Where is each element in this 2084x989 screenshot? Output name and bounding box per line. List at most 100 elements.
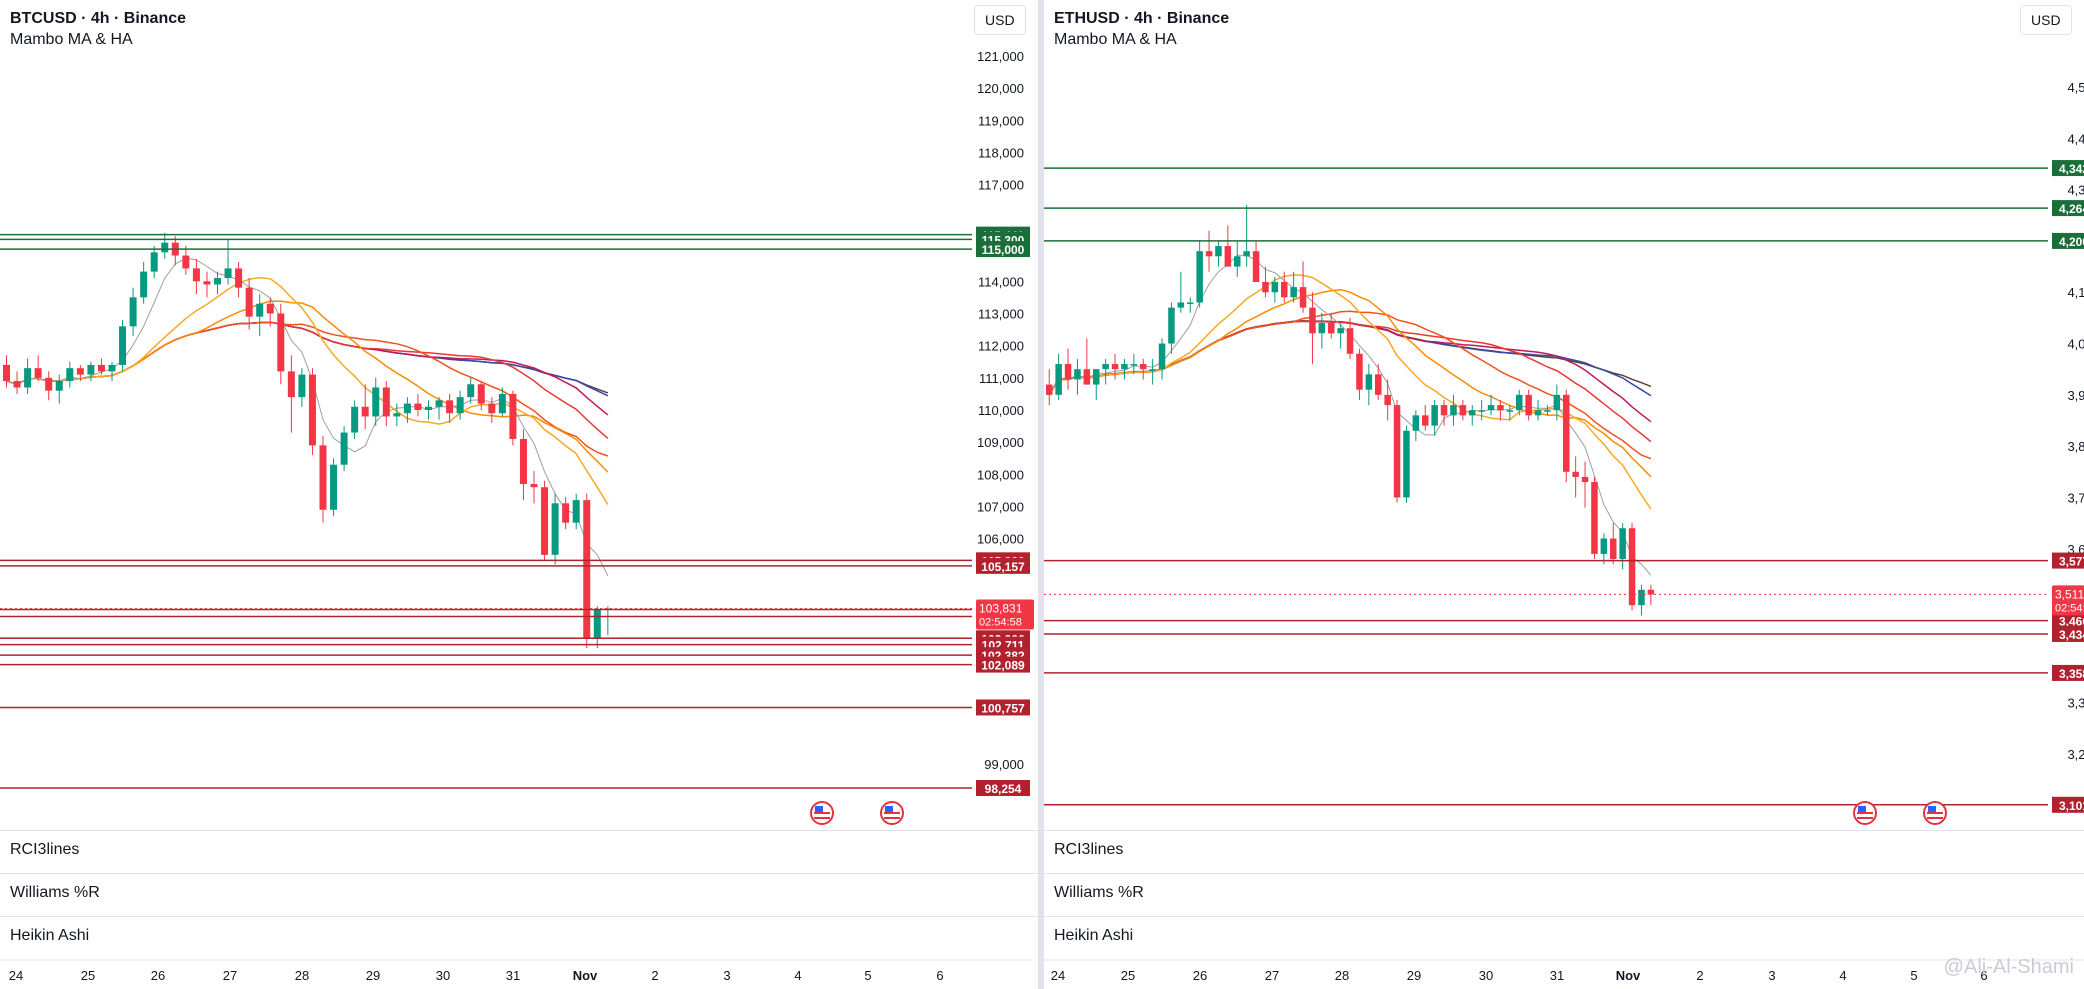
us-flag-icon[interactable] (1853, 801, 1877, 825)
subpane-williams-r[interactable]: Williams %R (0, 873, 1038, 916)
candle-body (129, 297, 137, 327)
btc-chart-pane[interactable]: 121,000 120,000 119,000 118,000 117,000 114,0… (0, 0, 1038, 989)
candle-body (97, 364, 105, 372)
candle-body (203, 281, 211, 285)
resistance-level-label: 4,200 (2059, 235, 2084, 249)
candle-body (1205, 251, 1213, 257)
eth-chart-canvas[interactable]: 4,500 4,400 4,300 4,100 4,000 3,900 3,800 3,700… (1044, 0, 2084, 989)
candle-body (1177, 302, 1185, 308)
candle-body (1111, 364, 1119, 370)
us-flag-icon[interactable] (810, 801, 834, 825)
price-tick-label: 111,000 (979, 371, 1024, 386)
candle-body (1346, 328, 1354, 354)
price-tick-label: 120,000 (977, 81, 1024, 96)
subpane-heikin-ashi[interactable]: Heikin Ashi (1044, 916, 2084, 959)
support-level-label-bg (976, 656, 1030, 673)
price-tick-label: 3,300 (2067, 696, 2084, 711)
candle-body (340, 432, 348, 465)
candle-body (1647, 589, 1655, 595)
candle-body (498, 393, 506, 414)
candle-body (1506, 410, 1514, 412)
candle-body (1450, 405, 1457, 416)
candle-body (1375, 374, 1382, 395)
candle-body (1516, 394, 1523, 411)
candle-body (87, 364, 95, 375)
candle-body (108, 364, 116, 372)
candle-body (34, 368, 42, 378)
eth-symbol-title[interactable]: ETHUSD · 4h · Binance (1054, 10, 1230, 27)
candle-body (393, 413, 401, 417)
subpane-rci3lines[interactable]: RCI3lines (1044, 830, 2084, 873)
subpane-heikin-ashi[interactable]: Heikin Ashi (0, 916, 1038, 959)
support-level-label-bg (2052, 612, 2084, 629)
time-tick-label: 25 (81, 968, 95, 983)
candle-body (1083, 369, 1091, 385)
candle-body (1318, 323, 1326, 334)
eth-currency-button[interactable]: USD (2020, 5, 2072, 35)
candle-body (1581, 476, 1589, 483)
resistance-level-label-bg (976, 241, 1030, 258)
candle-body (1337, 328, 1344, 334)
us-flag-icon[interactable] (1923, 801, 1947, 825)
candle-body (182, 255, 190, 269)
btc-chart-canvas[interactable]: 121,000 120,000 119,000 118,000 117,000 114,0… (0, 0, 1038, 989)
btc-indicator-label[interactable]: Mambo MA & HA (10, 31, 133, 48)
support-level-label: 98,254 (985, 782, 1022, 796)
candle-body (1196, 251, 1203, 303)
candle-body (1393, 405, 1401, 498)
subpane-label: RCI3lines (10, 841, 80, 858)
candle-body (1431, 405, 1438, 426)
resistance-level-label: 115,000 (982, 243, 1025, 257)
support-level-label-bg (976, 557, 1030, 574)
candle-body (1243, 251, 1250, 257)
candle-body (1252, 251, 1260, 282)
moving-average-line (6, 321, 609, 397)
candle-body (287, 371, 295, 398)
candle-body (140, 271, 148, 298)
resistance-level-label: 4,264 (2059, 202, 2084, 216)
support-level-label: 3,434 (2059, 628, 2084, 642)
time-tick-label: 3 (723, 968, 730, 983)
price-tick-label: 108,000 (977, 467, 1024, 482)
price-tick-label: 121,000 (977, 49, 1024, 64)
candle-body (1563, 394, 1570, 472)
candle-body (1064, 364, 1072, 380)
subpane-label: Heikin Ashi (10, 927, 90, 944)
last-price-label: 103,831 (979, 602, 1023, 616)
candle-body (1619, 528, 1626, 560)
candle-body (1384, 394, 1391, 406)
eth-chart-pane[interactable]: 4,500 4,400 4,300 4,100 4,000 3,900 3,800 3,700… (1044, 0, 2084, 989)
eth-indicator-label[interactable]: Mambo MA & HA (1054, 31, 1177, 48)
pane-divider[interactable] (1038, 0, 1044, 989)
resistance-level-label-bg (2052, 160, 2084, 177)
candle-body (1572, 471, 1579, 477)
candle-body (1553, 394, 1561, 411)
price-tick-label: 118,000 (978, 146, 1024, 161)
time-tick-label: 26 (1193, 968, 1207, 983)
candle-body (76, 368, 84, 375)
price-tick-label: 107,000 (977, 500, 1024, 515)
price-tick-label: 110,000 (978, 403, 1024, 418)
subpane-williams-r[interactable]: Williams %R (1044, 873, 2084, 916)
time-tick-label: 26 (151, 968, 165, 983)
candle-body (1130, 364, 1138, 366)
candle-body (298, 374, 306, 398)
candle-body (1544, 410, 1551, 412)
candle-body (519, 438, 527, 485)
btc-symbol-title[interactable]: BTCUSD · 4h · Binance (10, 10, 187, 27)
candle-body (150, 252, 158, 272)
subpane-rci3lines[interactable]: RCI3lines (0, 830, 1038, 873)
time-tick-label: 28 (295, 968, 309, 983)
support-level-label-bg (2052, 796, 2084, 813)
candle-body (467, 384, 475, 398)
us-flag-icon[interactable] (880, 801, 904, 825)
support-level-label-bg (976, 780, 1030, 797)
countdown-label: 02:54:58 (2055, 602, 2084, 614)
support-level-label: 3,460 (2059, 615, 2084, 629)
support-level-label: 105,157 (981, 560, 1025, 574)
btc-currency-button[interactable]: USD (974, 5, 1026, 35)
candle-body (1224, 246, 1232, 267)
candle-body (1281, 281, 1288, 298)
candle-body (1422, 415, 1429, 426)
candle-body (1234, 256, 1241, 267)
